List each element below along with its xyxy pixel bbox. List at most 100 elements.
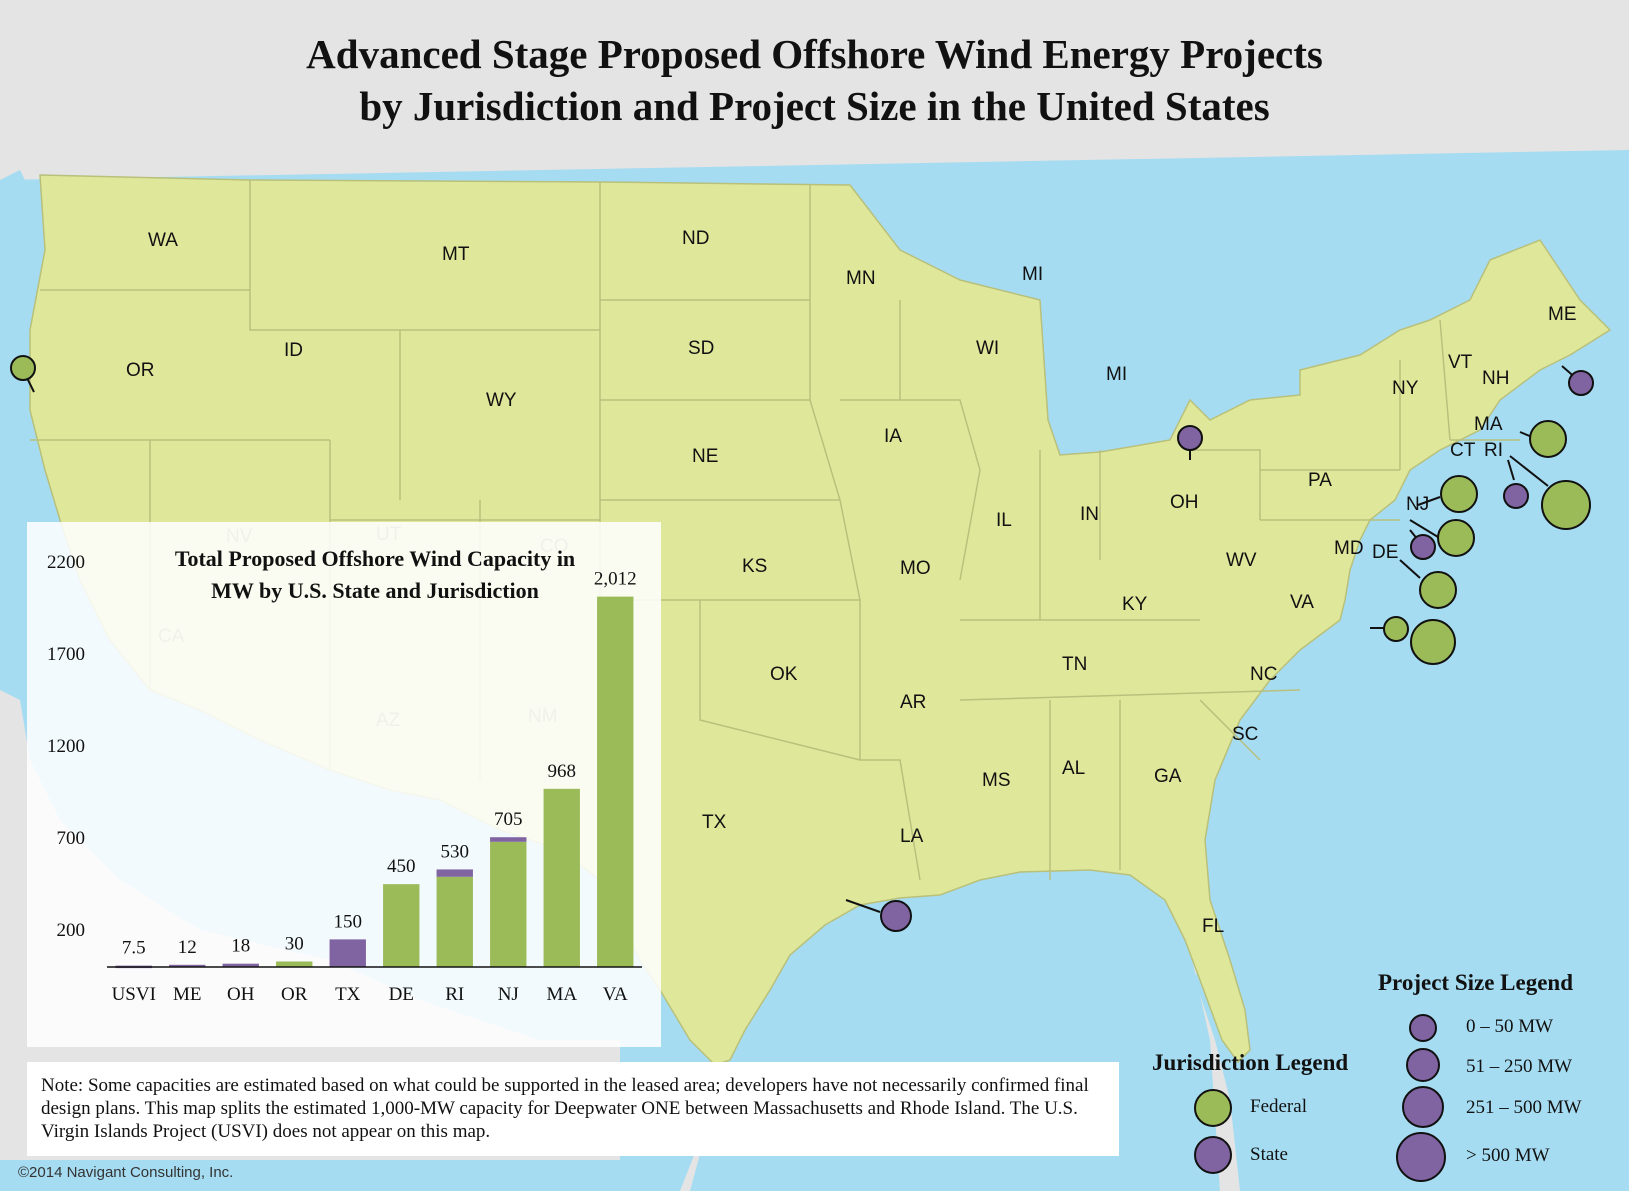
- category-label: RI: [445, 984, 464, 1005]
- category-label: MA: [546, 984, 577, 1005]
- state-label: OH: [1170, 492, 1199, 513]
- state-label: IN: [1080, 504, 1099, 525]
- data-label: 968: [548, 761, 577, 782]
- category-label: VA: [603, 984, 628, 1005]
- map-title: Advanced Stage Proposed Offshore Wind En…: [0, 28, 1629, 132]
- state-label: TN: [1062, 654, 1087, 675]
- title-line-2: by Jurisdiction and Project Size in the …: [359, 83, 1270, 129]
- state-label: SC: [1232, 724, 1258, 745]
- bar-federal-de: [383, 884, 420, 967]
- size-legend-label: > 500 MW: [1466, 1145, 1550, 1166]
- state-label: NJ: [1406, 494, 1429, 515]
- y-tick-label: 1700: [47, 644, 85, 665]
- project-marker-nj-federal: [1437, 519, 1475, 557]
- state-label: PA: [1308, 470, 1332, 491]
- category-label: OH: [227, 984, 255, 1005]
- note-box: Note: Some capacities are estimated base…: [27, 1062, 1119, 1156]
- state-label: NY: [1392, 378, 1419, 399]
- project-marker-oh-state: [1177, 425, 1203, 451]
- bar-federal-or: [276, 961, 313, 967]
- size-legend-title: Project Size Legend: [1378, 970, 1574, 995]
- size-legend-label: 0 – 50 MW: [1466, 1016, 1554, 1037]
- state-label: VA: [1290, 592, 1314, 613]
- project-marker-tx-state: [880, 900, 912, 932]
- state-label: NE: [692, 446, 718, 467]
- data-label: 7.5: [122, 938, 146, 959]
- state-label: NC: [1250, 664, 1277, 685]
- state-label: ME: [1548, 304, 1577, 325]
- bar-federal-ri: [436, 876, 473, 967]
- y-tick-label: 700: [57, 828, 86, 849]
- project-marker-nj-state: [1410, 534, 1436, 560]
- state-label: ID: [284, 340, 303, 361]
- bar-federal-va: [597, 596, 634, 967]
- data-label: 450: [387, 856, 416, 877]
- size-legend-dot-0-50: [1409, 1014, 1437, 1042]
- size-legend-label: 251 – 500 MW: [1466, 1097, 1582, 1118]
- state-label: TX: [702, 812, 727, 833]
- data-label: 12: [178, 937, 197, 958]
- y-tick-label: 2200: [47, 552, 85, 573]
- capacity-bar-chart: Total Proposed Offshore Wind Capacity in…: [47, 546, 642, 1005]
- jurisdiction-legend-title: Jurisdiction Legend: [1152, 1050, 1349, 1075]
- state-label: MT: [442, 244, 470, 265]
- size-legend-dot-over-500: [1396, 1132, 1446, 1182]
- state-label: MD: [1334, 538, 1364, 559]
- data-label: 18: [231, 936, 250, 957]
- state-label: OK: [770, 664, 798, 685]
- state-label: FL: [1202, 916, 1224, 937]
- legend-state-label: State: [1250, 1144, 1288, 1165]
- category-label: ME: [173, 984, 202, 1005]
- bars: [115, 596, 634, 969]
- data-label: 30: [285, 933, 304, 954]
- lake-michigan: [1040, 290, 1095, 455]
- state-label: RI: [1484, 440, 1503, 461]
- state-label: IA: [884, 426, 902, 447]
- bar-state-oh: [222, 963, 259, 967]
- state-label: MA: [1474, 414, 1503, 435]
- state-label: KY: [1122, 594, 1148, 615]
- y-tick-label: 200: [57, 920, 86, 941]
- bar-state-me: [169, 964, 206, 968]
- data-label: 150: [334, 911, 363, 932]
- size-legend-dot-251-500: [1402, 1086, 1444, 1128]
- leader-line: [1399, 559, 1421, 579]
- project-markers: [10, 355, 1594, 932]
- category-label: TX: [335, 984, 361, 1005]
- state-label: WY: [486, 390, 517, 411]
- leader-line: [1507, 459, 1515, 481]
- data-label: 2,012: [594, 569, 637, 590]
- chart-inset: Total Proposed Offshore Wind Capacity in…: [27, 522, 661, 1047]
- size-legend-label: 51 – 250 MW: [1466, 1056, 1573, 1077]
- state-label: WI: [976, 338, 999, 359]
- bar-state-tx: [329, 939, 366, 967]
- title-line-1: Advanced Stage Proposed Offshore Wind En…: [306, 31, 1323, 77]
- state-label: WV: [1226, 550, 1257, 571]
- leader-line: [1409, 519, 1439, 538]
- leader-line: [1417, 496, 1441, 506]
- data-labels: 7.5 12 18 30 150 450 530 705 968 2,012: [122, 569, 637, 959]
- state-label: MI: [1106, 364, 1127, 385]
- state-label: CT: [1450, 440, 1476, 461]
- project-marker-va-federal: [1410, 619, 1456, 665]
- chart-title-line-1: Total Proposed Offshore Wind Capacity in: [175, 546, 575, 571]
- state-label: MO: [900, 558, 931, 579]
- leader-line: [1509, 455, 1549, 487]
- project-marker-me-state: [1568, 370, 1594, 396]
- state-label: MS: [982, 770, 1011, 791]
- state-label: NH: [1482, 368, 1509, 389]
- atlantic-coast-water: [1200, 150, 1629, 1191]
- project-marker-ma-federal: [1529, 420, 1567, 458]
- state-label: KS: [742, 556, 767, 577]
- project-marker-de-federal: [1419, 571, 1457, 609]
- legend-federal-label: Federal: [1250, 1096, 1307, 1117]
- project-marker-or-federal: [10, 355, 36, 381]
- size-legend-dot-51-250: [1406, 1048, 1440, 1082]
- state-label: AL: [1062, 758, 1085, 779]
- state-label: GA: [1154, 766, 1182, 787]
- bar-federal-nj: [490, 841, 527, 967]
- bar-state-nj: [490, 837, 527, 842]
- legend-state-dot: [1194, 1136, 1232, 1174]
- state-label: MI: [1022, 264, 1043, 285]
- legend-federal-dot: [1194, 1089, 1232, 1127]
